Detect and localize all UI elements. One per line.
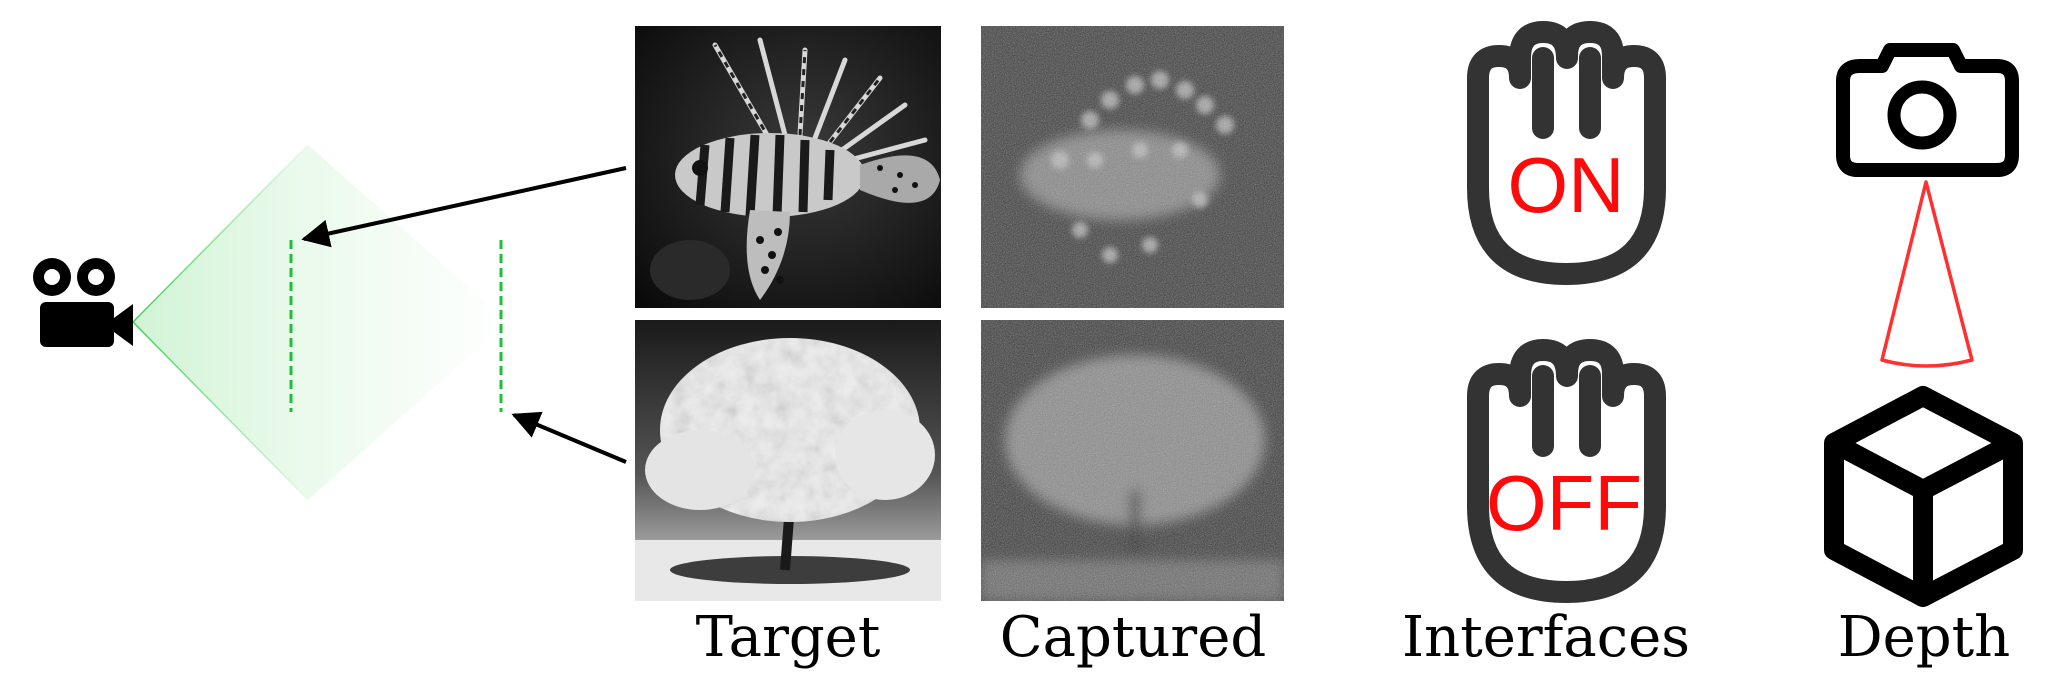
- hand-icon-on: [1467, 21, 1666, 285]
- caption-target: Target: [696, 605, 881, 670]
- interface-state-on: ON: [1508, 141, 1625, 229]
- hand-icon-off: [1467, 339, 1666, 603]
- caption-interfaces: Interfaces: [1402, 605, 1690, 670]
- captured-image-lionfish: [981, 26, 1284, 308]
- depth-frustum: [1880, 180, 1974, 368]
- interface-state-off: OFF: [1486, 459, 1642, 547]
- light-cone: [132, 144, 508, 501]
- cube-icon: [1824, 386, 2023, 607]
- target-image-tree: [635, 320, 941, 601]
- caption-captured: Captured: [1000, 605, 1266, 670]
- captured-image-tree: [981, 320, 1284, 601]
- arrow-to-far-plane: [511, 411, 627, 464]
- arrow-to-near-plane: [301, 166, 627, 248]
- video-camera-icon: [33, 258, 133, 347]
- target-image-lionfish: [635, 26, 941, 308]
- caption-depth: Depth: [1838, 605, 2010, 670]
- photo-camera-icon: [1836, 43, 2019, 177]
